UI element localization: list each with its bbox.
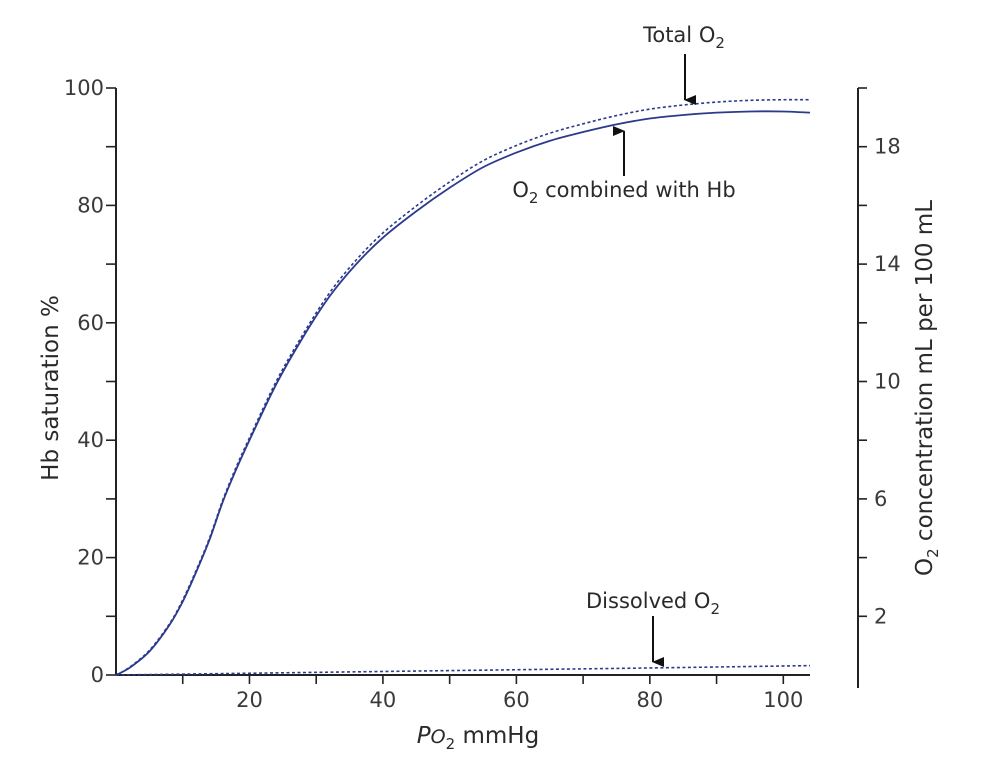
y-tick-label-80: 80 — [77, 193, 104, 217]
y-tick-label-60: 60 — [77, 311, 104, 335]
annotation-combined-o2-subscript: 2 — [529, 189, 539, 207]
y2-tick-label-18: 18 — [874, 135, 901, 159]
x-tick-label-80: 80 — [636, 688, 663, 712]
annotation-total-o2-main: Total O — [642, 23, 715, 47]
y-tick-label-0: 0 — [91, 663, 104, 687]
y2-tick-label-6: 6 — [874, 487, 887, 511]
y2-axis-title-main: O — [912, 558, 938, 576]
x-axis-title-unit: mmHg — [455, 723, 539, 749]
y2-axis-title-rest: concentration mL per 100 mL — [912, 200, 938, 549]
y-tick-label-20: 20 — [77, 546, 104, 570]
y-tick-label-100: 100 — [64, 76, 104, 100]
annotation-dissolved-o2-subscript: 2 — [710, 600, 720, 618]
y-axis-title: Hb saturation % — [38, 295, 64, 481]
series-total-o2 — [115, 98, 811, 676]
x-ticks: 20 40 60 80 100 — [181, 675, 803, 712]
x-tick-label-60: 60 — [503, 688, 530, 712]
y2-axis-title: O2 concentration mL per 100 mL — [912, 200, 942, 576]
annotation-total-o2-subscript: 2 — [715, 34, 725, 52]
axes — [115, 88, 859, 688]
annotation-dissolved-o2-main: Dissolved O — [586, 589, 710, 613]
annotation-combined-o2: O2 combined with Hb — [512, 178, 735, 207]
y2-tick-label-2: 2 — [874, 604, 887, 628]
x-axis-title-subscript: 2 — [446, 735, 456, 753]
series-dissolved-o2 — [115, 664, 811, 676]
y-tick-label-40: 40 — [77, 428, 104, 452]
series-group — [115, 98, 811, 676]
annotation-combined-o2-rest: combined with Hb — [538, 178, 735, 202]
x-tick-label-100: 100 — [763, 688, 803, 712]
annotations: Total O2 O2 combined with Hb Dissolved O… — [512, 23, 736, 667]
y2-tick-label-10: 10 — [874, 370, 901, 394]
y-ticks: 0 20 40 60 80 100 — [64, 76, 116, 687]
y2-axis-title-subscript: 2 — [924, 548, 942, 558]
annotation-dissolved-o2: Dissolved O2 — [586, 589, 720, 618]
y2-tick-label-14: 14 — [874, 252, 901, 276]
annotation-total-o2: Total O2 — [642, 23, 725, 52]
x-tick-label-20: 20 — [236, 688, 263, 712]
y2-ticks: 2 6 10 14 18 — [858, 87, 901, 628]
x-axis-title: PO2 mmHg — [417, 723, 539, 753]
annotation-combined-o2-main: O — [512, 178, 529, 202]
x-axis-title-symbol: P — [417, 723, 431, 749]
x-axis-title-symbol-o: O — [431, 726, 446, 748]
x-tick-label-40: 40 — [370, 688, 397, 712]
